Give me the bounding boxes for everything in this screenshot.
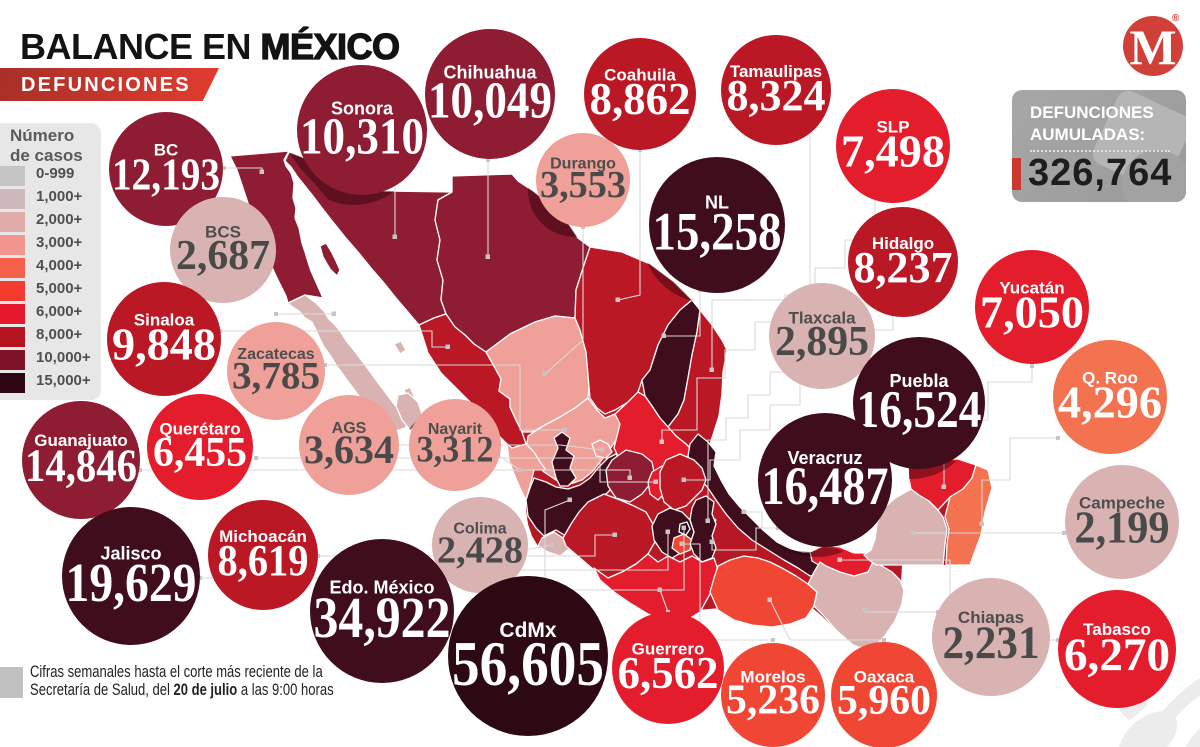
svg-text:3,634: 3,634 (304, 427, 394, 472)
svg-text:Chiapas: Chiapas (958, 608, 1024, 627)
svg-text:Chihuahua: Chihuahua (444, 62, 538, 82)
svg-text:56,605: 56,605 (452, 628, 604, 699)
svg-text:3,553: 3,553 (540, 164, 626, 206)
svg-text:Colima: Colima (453, 520, 506, 537)
svg-text:19,629: 19,629 (66, 552, 197, 613)
svg-text:9,848: 9,848 (112, 319, 216, 370)
svg-text:SLP: SLP (876, 117, 909, 136)
svg-text:15,258: 15,258 (653, 201, 782, 261)
svg-text:Sinaloa: Sinaloa (134, 310, 195, 329)
svg-text:Zacatecas: Zacatecas (237, 346, 314, 363)
svg-text:8,862: 8,862 (590, 74, 691, 124)
svg-text:Puebla: Puebla (889, 371, 949, 391)
svg-text:Michoacán: Michoacán (219, 527, 307, 546)
svg-text:Sonora: Sonora (331, 98, 394, 118)
svg-text:16,487: 16,487 (762, 456, 889, 516)
svg-text:Durango: Durango (550, 156, 616, 173)
svg-text:7,050: 7,050 (980, 287, 1084, 338)
svg-text:AGS: AGS (332, 420, 367, 437)
svg-text:2,687: 2,687 (176, 233, 270, 279)
svg-text:6,270: 6,270 (1064, 629, 1170, 681)
svg-text:5,960: 5,960 (837, 678, 931, 724)
svg-text:Jalisco: Jalisco (100, 543, 161, 563)
svg-text:2,231: 2,231 (943, 617, 1040, 669)
svg-text:6,562: 6,562 (618, 648, 719, 698)
svg-text:Veracruz: Veracruz (787, 448, 862, 468)
svg-text:Guanajuato: Guanajuato (34, 431, 128, 450)
svg-text:6,455: 6,455 (153, 430, 247, 476)
svg-text:Tabasco: Tabasco (1083, 620, 1151, 639)
svg-text:Coahuila: Coahuila (604, 66, 676, 85)
svg-text:4,296: 4,296 (1058, 377, 1162, 428)
svg-text:7,498: 7,498 (841, 126, 945, 177)
svg-text:3,785: 3,785 (232, 355, 320, 398)
svg-text:Querétaro: Querétaro (159, 419, 240, 438)
svg-text:Edo. México: Edo. México (329, 578, 434, 598)
svg-text:5,236: 5,236 (726, 678, 820, 724)
svg-text:BC: BC (154, 140, 179, 159)
svg-text:Guerrero: Guerrero (632, 640, 705, 659)
svg-text:34,922: 34,922 (314, 585, 451, 650)
svg-text:Tlaxcala: Tlaxcala (788, 308, 856, 327)
svg-text:CdMx: CdMx (499, 619, 556, 642)
svg-text:Yucatán: Yucatán (999, 278, 1064, 297)
svg-text:2,428: 2,428 (437, 529, 523, 571)
svg-text:12,193: 12,193 (112, 149, 220, 200)
svg-text:16,524: 16,524 (857, 381, 982, 439)
svg-text:10,049: 10,049 (428, 72, 552, 129)
svg-text:2,199: 2,199 (1075, 502, 1170, 553)
svg-text:Oaxaca: Oaxaca (854, 667, 915, 686)
svg-text:Campeche: Campeche (1079, 493, 1165, 512)
svg-text:Nayarit: Nayarit (428, 421, 483, 438)
svg-text:10,310: 10,310 (300, 108, 424, 165)
svg-text:8,237: 8,237 (854, 243, 953, 292)
svg-text:14,846: 14,846 (25, 440, 137, 492)
svg-text:Tamaulipas: Tamaulipas (730, 62, 822, 81)
svg-text:Q. Roo: Q. Roo (1082, 368, 1138, 387)
svg-text:8,324: 8,324 (727, 71, 826, 120)
svg-text:Hidalgo: Hidalgo (872, 234, 934, 253)
svg-text:Morelos: Morelos (740, 668, 805, 687)
svg-text:8,619: 8,619 (218, 536, 309, 585)
svg-text:2,895: 2,895 (775, 319, 869, 365)
svg-text:NL: NL (705, 193, 729, 213)
svg-text:BCS: BCS (205, 222, 241, 241)
svg-text:3,312: 3,312 (417, 430, 494, 471)
